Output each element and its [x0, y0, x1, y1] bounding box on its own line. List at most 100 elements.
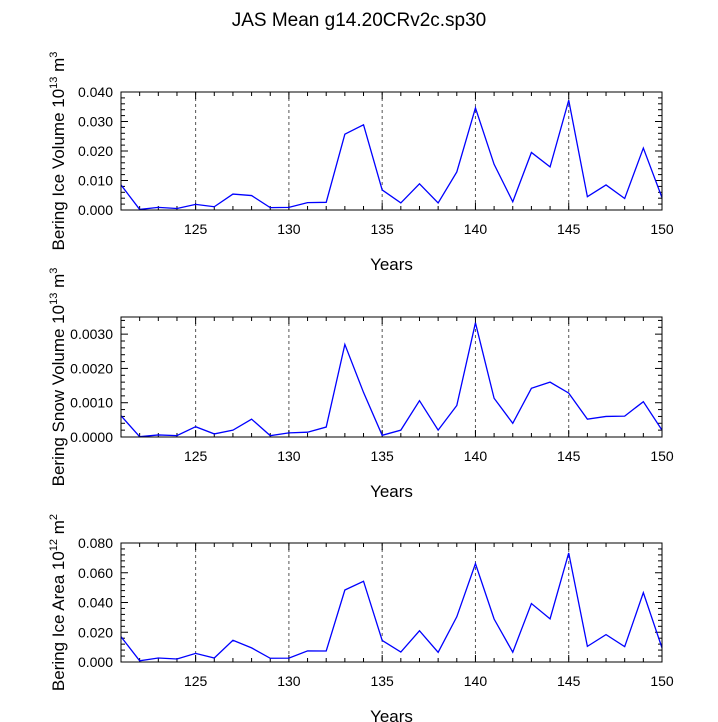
data-point — [623, 197, 625, 199]
data-point — [642, 147, 644, 149]
x-tick-label: 140 — [464, 673, 488, 689]
series-line — [120, 322, 663, 438]
data-point — [586, 645, 588, 647]
x-tick-label: 150 — [650, 673, 674, 689]
x-tick-label: 150 — [650, 448, 674, 464]
data-point — [344, 343, 346, 345]
data-point — [288, 657, 290, 659]
data-point — [456, 171, 458, 173]
data-point — [362, 391, 364, 393]
y-tick-label: 0.020 — [78, 143, 113, 159]
x-tick-label: 130 — [277, 673, 301, 689]
x-tick-label: 145 — [557, 221, 581, 237]
y-tick-label: 0.0000 — [70, 429, 113, 445]
data-point — [269, 434, 271, 436]
data-point — [493, 397, 495, 399]
data-point — [362, 124, 364, 126]
data-point — [213, 657, 215, 659]
data-point — [437, 651, 439, 653]
y-tick-label: 0.000 — [78, 202, 113, 218]
x-tick-label: 150 — [650, 221, 674, 237]
data-point — [325, 201, 327, 203]
data-point — [194, 426, 196, 428]
data-point — [642, 400, 644, 402]
data-point — [194, 652, 196, 654]
y-axis-label: Bering Ice Volume 1013 m3 — [48, 52, 68, 251]
series-line — [120, 100, 663, 211]
data-point — [157, 434, 159, 436]
data-point — [549, 166, 551, 168]
data-point — [381, 189, 383, 191]
data-point — [623, 645, 625, 647]
data-point — [512, 201, 514, 203]
data-point — [512, 651, 514, 653]
data-point — [176, 658, 178, 660]
data-point — [456, 616, 458, 618]
x-axis-label: Years — [370, 482, 413, 501]
data-point — [381, 434, 383, 436]
data-point — [400, 202, 402, 204]
data-point — [437, 202, 439, 204]
data-point — [232, 193, 234, 195]
data-point — [213, 206, 215, 208]
y-tick-label: 0.000 — [78, 654, 113, 670]
x-tick-label: 130 — [277, 448, 301, 464]
x-axis-label: Years — [370, 255, 413, 274]
y-tick-label: 0.0010 — [70, 395, 113, 411]
chart-panel-2: 125 130 135 140 145 150 0.0000 0.0010 0.0020 0.00… — [48, 268, 674, 501]
data-point — [250, 194, 252, 196]
series-line — [120, 552, 663, 662]
data-point — [605, 415, 607, 417]
data-point — [456, 404, 458, 406]
data-point — [306, 201, 308, 203]
data-point — [213, 433, 215, 435]
x-tick-label: 125 — [184, 673, 208, 689]
x-tick-label: 135 — [370, 673, 394, 689]
chart-panel-1: 125 130 135 140 145 150 0.000 0.010 0.020 0.030 0.… — [48, 52, 674, 274]
data-point — [549, 381, 551, 383]
x-axis-label: Years — [370, 707, 413, 722]
data-point — [474, 322, 476, 324]
data-point — [568, 99, 570, 101]
data-point — [157, 657, 159, 659]
data-point — [232, 429, 234, 431]
data-point — [512, 422, 514, 424]
x-tick-label: 140 — [464, 221, 488, 237]
data-point — [586, 196, 588, 198]
y-axis-label: Bering Ice Area 1012 m2 — [48, 514, 68, 691]
data-point — [269, 657, 271, 659]
data-point — [418, 183, 420, 185]
data-point — [176, 207, 178, 209]
data-point — [493, 618, 495, 620]
data-point — [400, 651, 402, 653]
data-point — [269, 206, 271, 208]
plot-frame — [120, 91, 663, 211]
data-point — [194, 203, 196, 205]
data-point — [306, 650, 308, 652]
data-point — [623, 415, 625, 417]
data-point — [568, 552, 570, 554]
data-point — [474, 562, 476, 564]
x-tick-label: 145 — [557, 448, 581, 464]
data-point — [250, 418, 252, 420]
y-tick-label: 0.0020 — [70, 360, 113, 376]
chart-panel-3: 125 130 135 140 145 150 0.000 0.020 0.040 0.060 0.… — [48, 514, 674, 722]
x-tick-label: 140 — [464, 448, 488, 464]
plot-frame — [120, 316, 663, 438]
data-point — [381, 639, 383, 641]
data-point — [493, 163, 495, 165]
plot-frame — [120, 542, 663, 663]
data-point — [232, 639, 234, 641]
data-point — [288, 432, 290, 434]
y-tick-label: 0.080 — [78, 535, 113, 551]
data-point — [530, 602, 532, 604]
data-point — [362, 580, 364, 582]
data-point — [530, 387, 532, 389]
data-point — [344, 133, 346, 135]
data-point — [418, 630, 420, 632]
data-point — [530, 151, 532, 153]
data-point — [474, 107, 476, 109]
data-point — [176, 434, 178, 436]
x-tick-label: 125 — [184, 221, 208, 237]
x-tick-label: 135 — [370, 221, 394, 237]
